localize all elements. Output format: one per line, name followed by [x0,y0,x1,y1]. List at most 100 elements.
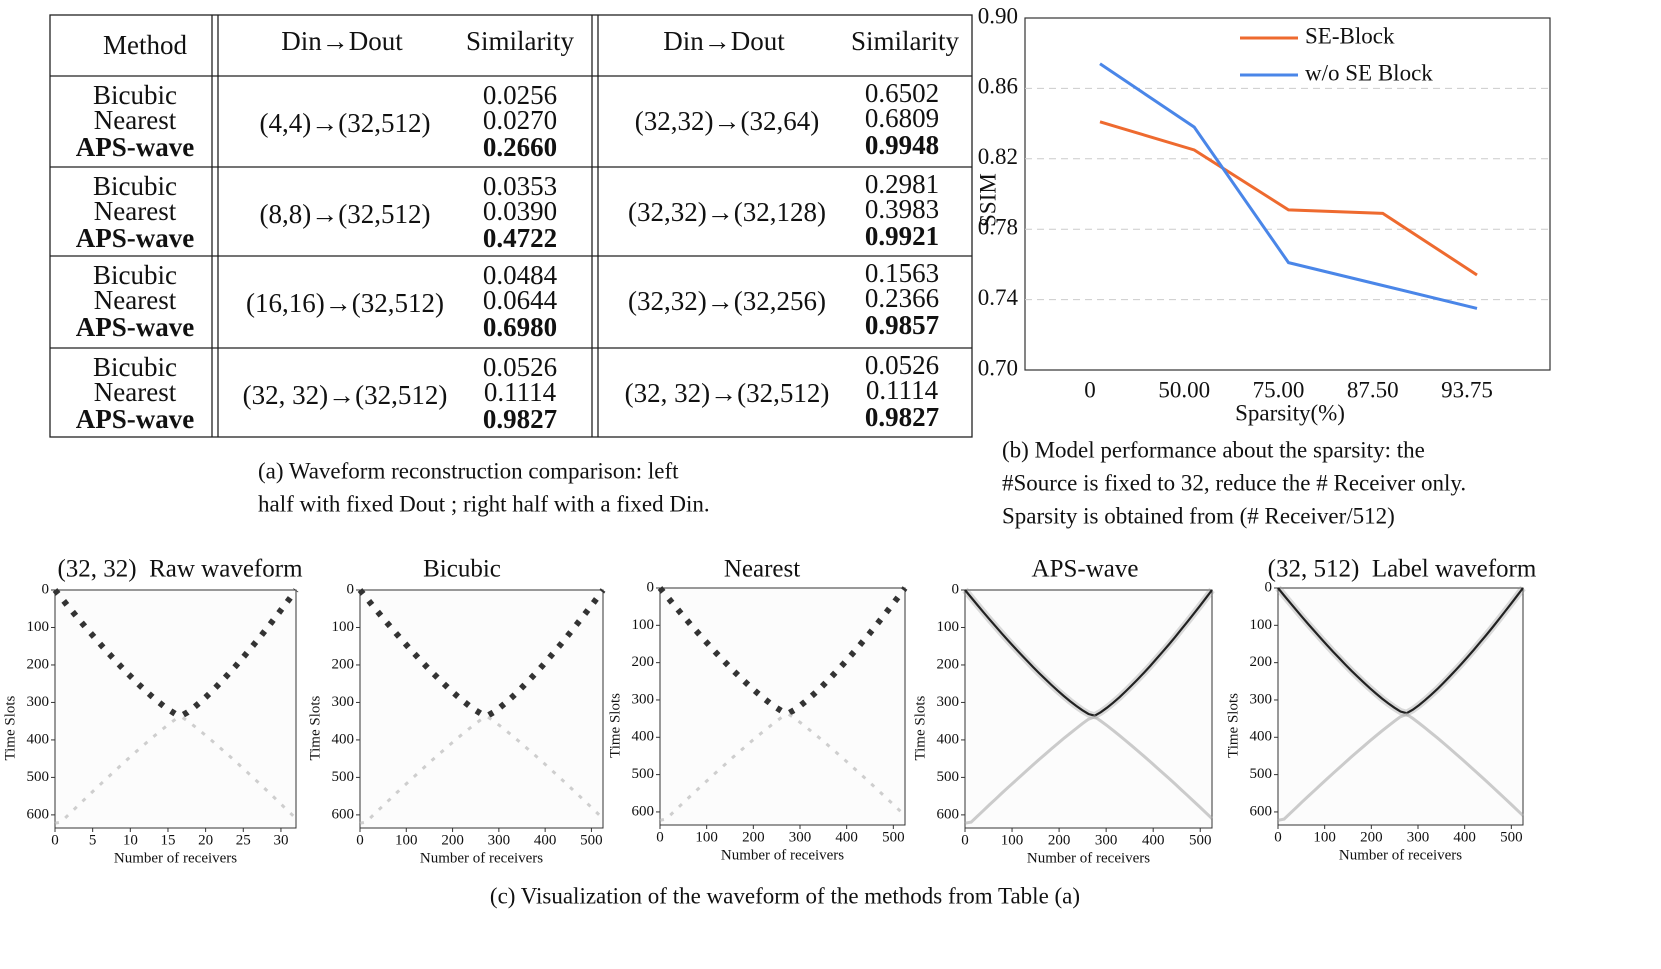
y-tick-label: 400 [1250,729,1273,745]
x-tick-label: 0 [1084,377,1096,402]
wavefront [964,589,1213,717]
similarity: 0.9857 [865,310,939,340]
y-tick-label: 200 [937,656,960,672]
panel-image [54,589,297,829]
series-line [1099,62,1478,310]
method-name: APS-wave [76,132,194,162]
dims: (8,8)→(32,512) [260,199,431,229]
method-name: Nearest [94,377,177,407]
x-tick-label: 10 [123,832,138,848]
x-tick-label: 500 [1189,832,1212,848]
y-tick-label: 600 [632,803,655,819]
panel-title: Nearest [724,556,800,583]
caption: Sparsity is obtained from (# Receiver/51… [1002,503,1395,528]
y-tick-label: 400 [332,731,355,747]
x-tick-label: 400 [534,832,557,848]
x-tick-label: 200 [1048,832,1071,848]
y-axis-label: Time Slots [307,695,323,760]
x-tick-label: 75.00 [1253,377,1305,402]
x-tick-label: 200 [441,832,464,848]
table-frame [49,14,973,438]
dims: (4,4)→(32,512) [260,108,431,138]
table-header: Method [103,30,187,60]
panel-image [659,587,906,826]
y-tick-label: 500 [937,769,960,785]
y-tick-label: 100 [937,619,960,635]
x-tick-label: 0 [51,832,59,848]
y-tick-label: 500 [1250,766,1273,782]
y-axis-label: Time Slots [2,695,18,760]
similarity: 0.6980 [483,312,557,342]
y-tick-label: 0.78 [978,214,1018,239]
x-tick-label: 500 [1500,829,1523,845]
similarity: 0.0526 [865,350,939,380]
x-tick-label: 100 [395,832,418,848]
method-name: Nearest [94,285,177,315]
similarity: 0.0270 [483,105,557,135]
similarity: 0.1114 [484,377,557,407]
dims: (16,16)→(32,512) [246,288,444,318]
y-tick-label: 300 [1250,691,1273,707]
y-axis-label: Time Slots [1225,693,1241,758]
table-header: Din→Dout [281,26,403,56]
method-name: Nearest [94,196,177,226]
x-tick-label: 300 [1095,832,1118,848]
wavefront [1277,587,1524,715]
method-name: APS-wave [76,312,194,342]
x-axis-label: Number of receivers [114,850,237,866]
table-header: Similarity [851,26,960,56]
similarity: 0.0484 [483,260,558,290]
x-tick-label: 400 [835,829,858,845]
y-tick-label: 100 [332,619,355,635]
wavefront [659,712,907,822]
y-tick-label: 600 [332,806,355,822]
caption: half with fixed Dout ; right half with a… [258,491,710,516]
y-tick-label: 200 [632,654,655,670]
x-tick-label: 100 [1001,832,1024,848]
x-tick-label: 15 [160,832,175,848]
y-axis-label: Time Slots [607,693,623,758]
y-tick-label: 0 [952,581,960,597]
method-name: Bicubic [93,352,177,382]
x-axis-label: Number of receivers [721,847,844,863]
y-tick-label: 0.90 [978,3,1018,28]
y-tick-label: 500 [632,766,655,782]
y-tick-label: 100 [27,619,50,635]
similarity: 0.0526 [483,352,557,382]
y-tick-label: 0 [347,581,355,597]
method-name: Bicubic [93,260,177,290]
y-tick-label: 400 [27,731,50,747]
x-tick-label: 20 [198,832,213,848]
legend-label: w/o SE Block [1305,60,1433,85]
x-tick-label: 400 [1453,829,1476,845]
wavefront [52,588,299,719]
y-tick-label: 600 [27,806,50,822]
similarity: 0.9827 [483,404,557,434]
x-axis-label: Number of receivers [1027,850,1150,866]
x-tick-label: 25 [236,832,251,848]
y-tick-label: 0 [647,579,655,595]
wavefront [1277,712,1525,822]
waveform [357,588,606,825]
similarity: 0.3983 [865,194,939,224]
x-tick-label: 0 [356,832,364,848]
method-name: APS-wave [76,223,194,253]
y-tick-label: 0.70 [978,355,1018,380]
panel-title: (32, 32) Raw waveform [57,556,303,583]
dims: (32, 32)→(32,512) [243,380,448,410]
method-name: Nearest [94,105,177,135]
y-tick-label: 200 [1250,654,1273,670]
similarity: 0.9921 [865,221,939,251]
x-tick-label: 200 [1360,829,1383,845]
method-name: Bicubic [93,80,177,110]
x-tick-label: 5 [89,832,97,848]
panel-title: Bicubic [423,556,501,583]
x-tick-label: 400 [1142,832,1165,848]
wavefront [54,715,298,825]
method-name: APS-wave [76,404,194,434]
x-tick-label: 200 [742,829,765,845]
y-tick-label: 0 [1265,579,1273,595]
similarity: 0.0353 [483,171,557,201]
x-tick-label: 100 [1313,829,1336,845]
